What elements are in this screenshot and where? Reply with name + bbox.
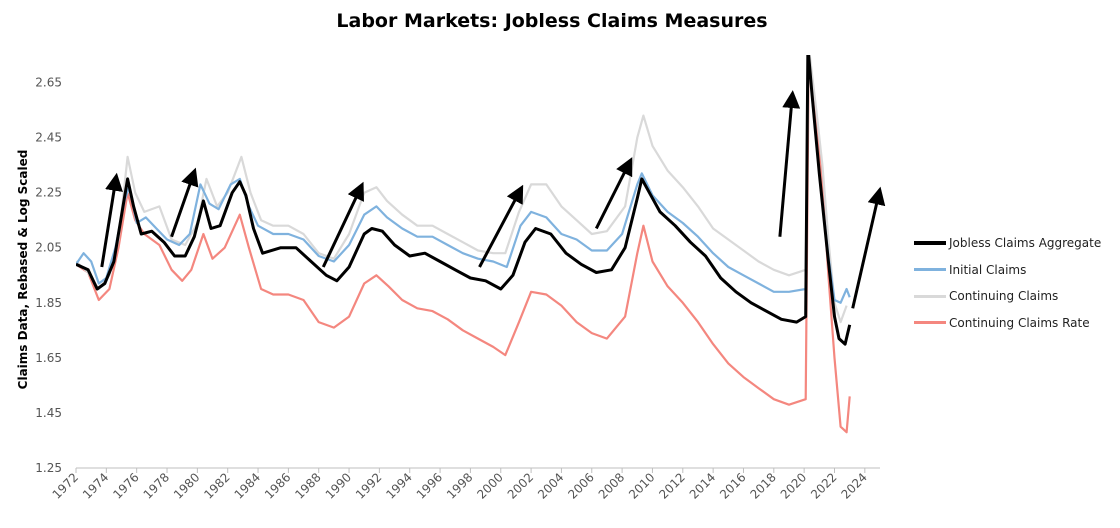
x-tick-label: 1978 (141, 470, 172, 501)
series-line-jobless-claims-aggregate (76, 55, 852, 346)
x-tick-label: 1986 (262, 470, 293, 501)
legend-label: Initial Claims (949, 262, 1027, 277)
x-tick-label: 2008 (596, 470, 627, 501)
y-tick-label: 2.45 (35, 131, 62, 145)
legend-swatch (914, 321, 946, 325)
x-tick-label: 2000 (474, 470, 505, 501)
annotation-arrow (851, 186, 886, 309)
x-tick-label: 1998 (444, 470, 475, 501)
x-tick-label: 1974 (80, 470, 111, 501)
y-tick-label: 1.85 (35, 296, 62, 310)
series-line-continuing-claims-rate (76, 56, 851, 434)
annotation-arrow (594, 157, 633, 230)
y-tick-label: 1.45 (35, 406, 62, 420)
x-tick-label: 2024 (838, 470, 869, 501)
x-tick-label: 2016 (717, 470, 748, 501)
annotation-arrow (321, 181, 364, 268)
annotation-arrow (100, 172, 123, 268)
x-tick-label: 2014 (687, 470, 718, 501)
x-tick-label: 2010 (626, 470, 657, 501)
chart-title: Labor Markets: Jobless Claims Measures (336, 10, 768, 32)
x-tick-label: 2004 (535, 470, 566, 501)
series-line-continuing-claims (76, 55, 848, 324)
legend-label: Continuing Claims (949, 289, 1059, 304)
x-tick-label: 1988 (292, 470, 323, 501)
series-line-initial-claims (76, 55, 851, 304)
legend-item: Initial Claims (914, 257, 1101, 284)
legend: Jobless Claims Aggregate Initial Claims Co… (914, 230, 1101, 336)
legend-swatch (914, 241, 946, 246)
legend-label: Continuing Claims Rate (949, 315, 1090, 330)
x-tick-label: 1996 (414, 470, 445, 501)
x-tick-label: 2006 (565, 470, 596, 501)
legend-swatch (914, 294, 946, 298)
legend-swatch (914, 268, 946, 272)
x-tick-label: 1984 (232, 470, 263, 501)
x-tick-label: 1990 (323, 470, 354, 501)
x-tick-label: 2022 (808, 470, 839, 501)
series-group (76, 55, 852, 434)
x-tick-label: 2012 (656, 470, 687, 501)
y-tick-label: 1.65 (35, 351, 62, 365)
y-tick-label: 2.05 (35, 241, 62, 255)
y-axis-label: Claims Data, Rebased & Log Scaled (16, 150, 30, 390)
x-tick-label: 1982 (201, 470, 232, 501)
y-tick-label: 1.25 (35, 461, 62, 475)
annotation-arrow (170, 167, 199, 238)
legend-item: Jobless Claims Aggregate (914, 230, 1101, 257)
y-tick-label: 2.65 (35, 76, 62, 90)
annotation-arrow (478, 184, 524, 268)
legend-item: Continuing Claims (914, 283, 1101, 310)
y-tick-label: 2.25 (35, 186, 62, 200)
x-tick-label: 1980 (171, 470, 202, 501)
legend-label: Jobless Claims Aggregate (949, 236, 1102, 251)
x-tick-label: 2018 (747, 470, 778, 501)
x-tick-label: 1976 (110, 470, 141, 501)
annotation-arrow (778, 90, 801, 237)
x-tick-label: 2002 (505, 470, 536, 501)
x-tick-label: 2020 (778, 470, 809, 501)
x-tick-label: 1992 (353, 470, 384, 501)
legend-item: Continuing Claims Rate (914, 310, 1101, 337)
x-tick-label: 1994 (383, 470, 414, 501)
